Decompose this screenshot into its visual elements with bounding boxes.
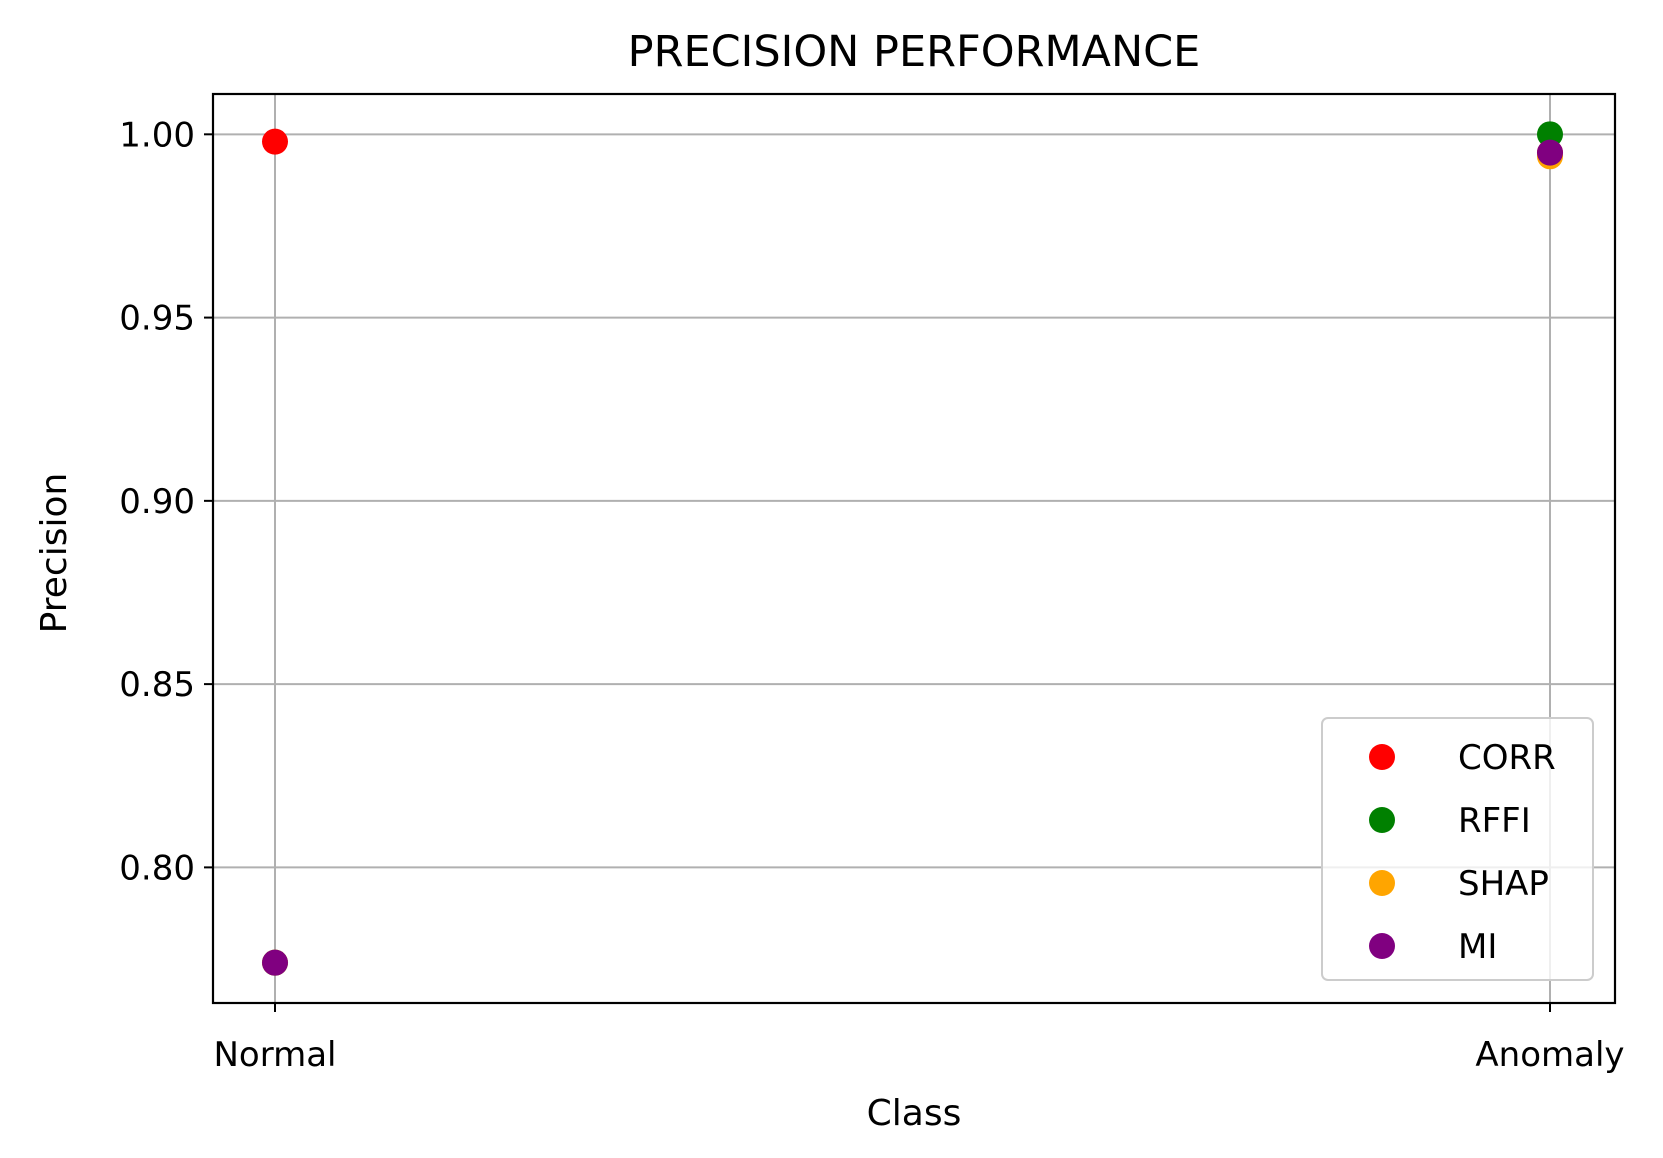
y-axis-label: Precision [34, 473, 75, 634]
scatter-points [262, 121, 1563, 976]
point-corr-normal [262, 128, 288, 155]
x-axis-label: Class [867, 1093, 962, 1134]
axis-ticks: 0.80 0.85 0.90 0.95 1.00 Normal Anomaly [119, 115, 1624, 1075]
y-tick-label: 1.00 [119, 115, 195, 155]
point-mi-normal [262, 949, 288, 976]
y-tick-label: 0.85 [119, 665, 195, 705]
legend: CORR RFFI SHAP MI [1321, 717, 1594, 981]
x-tick-label: Normal [213, 1035, 336, 1075]
legend-label-mi: MI [1458, 927, 1497, 967]
legend-marker-corr [1369, 744, 1395, 770]
y-tick-label: 0.95 [119, 299, 195, 339]
legend-label-corr: CORR [1458, 738, 1556, 778]
y-tick-label: 0.90 [119, 482, 195, 522]
chart-title: PRECISION PERFORMANCE [628, 27, 1201, 77]
grid [213, 94, 1615, 1003]
point-mi-anomaly [1537, 139, 1563, 166]
x-tick-label: Anomaly [1475, 1035, 1624, 1075]
legend-box [1321, 717, 1594, 981]
point-rffi-anomaly [1537, 121, 1563, 148]
legend-label-rffi: RFFI [1458, 801, 1531, 841]
legend-label-shap: SHAP [1458, 864, 1549, 904]
legend-marker-shap [1369, 870, 1395, 896]
legend-marker-mi [1369, 933, 1395, 959]
plot-frame [211, 92, 1617, 1005]
legend-marker-rffi [1369, 807, 1395, 833]
y-tick-label: 0.80 [119, 848, 195, 888]
